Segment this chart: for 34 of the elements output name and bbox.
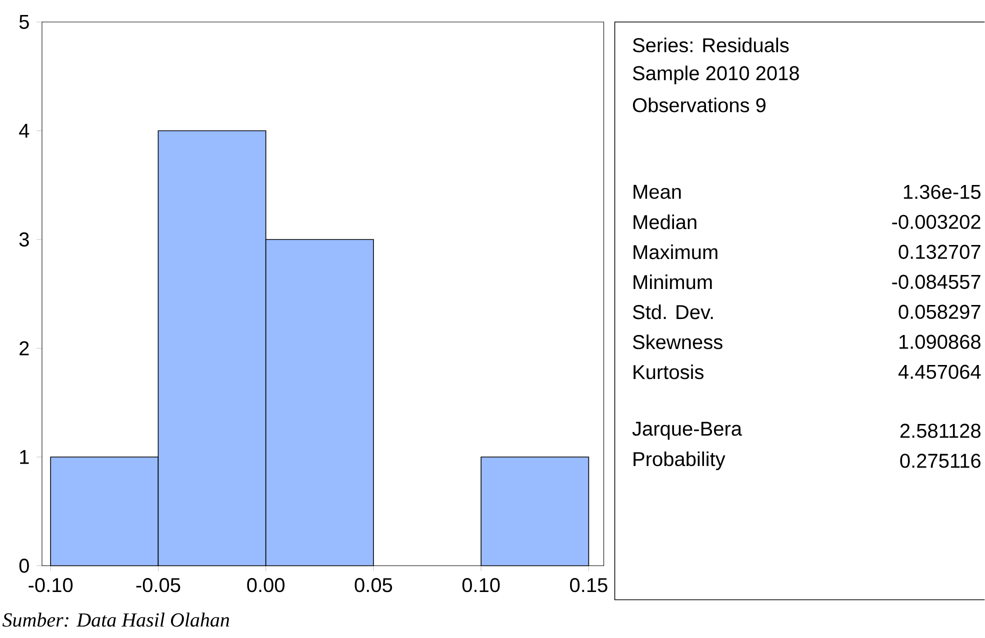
text: Series: Residuals <box>632 38 789 52</box>
y-tick-label: 4 <box>19 124 30 138</box>
text: 4.457064 <box>898 364 981 380</box>
text: Sumber: Data Hasil Olahan <box>2 612 230 627</box>
x-tick-label: 0.00 <box>247 578 284 592</box>
text: Probability <box>634 452 726 470</box>
text: 1.090868 <box>899 334 980 350</box>
text: Maximum <box>634 244 718 260</box>
text: Kurtosis <box>634 364 704 380</box>
text: Sample 2010 2018 <box>632 66 799 84</box>
text: 1.36e-15 <box>904 184 980 200</box>
x-tick-label: 0.15 <box>570 578 608 592</box>
text: 0.275116 <box>900 454 980 468</box>
x-tick-label: -0.10 <box>28 578 73 592</box>
text: Observations 9 <box>632 98 766 112</box>
text: Skewness <box>632 334 722 350</box>
text: Median <box>634 214 696 230</box>
y-tick-label: 5 <box>19 15 29 30</box>
text: Std. Dev. <box>632 304 713 320</box>
text: 2.581128 <box>900 424 980 438</box>
x-tick-label: -0.05 <box>136 578 180 592</box>
y-tick-label: 3 <box>19 232 29 247</box>
text: Mean <box>634 185 681 200</box>
y-tick-label: 2 <box>20 341 29 356</box>
text: Minimum <box>634 274 712 290</box>
y-tick-label: 1 <box>20 450 29 464</box>
text: -0.003202 <box>892 214 980 230</box>
x-tick-label: 0.05 <box>354 578 392 592</box>
text: 0.132707 <box>898 244 980 260</box>
y-tick-label: 0 <box>19 558 29 573</box>
text: 0.058297 <box>898 304 980 320</box>
x-tick-label: 0.10 <box>462 578 500 592</box>
text: Jarque-Bera <box>632 422 742 440</box>
text: -0.084557 <box>892 274 980 290</box>
